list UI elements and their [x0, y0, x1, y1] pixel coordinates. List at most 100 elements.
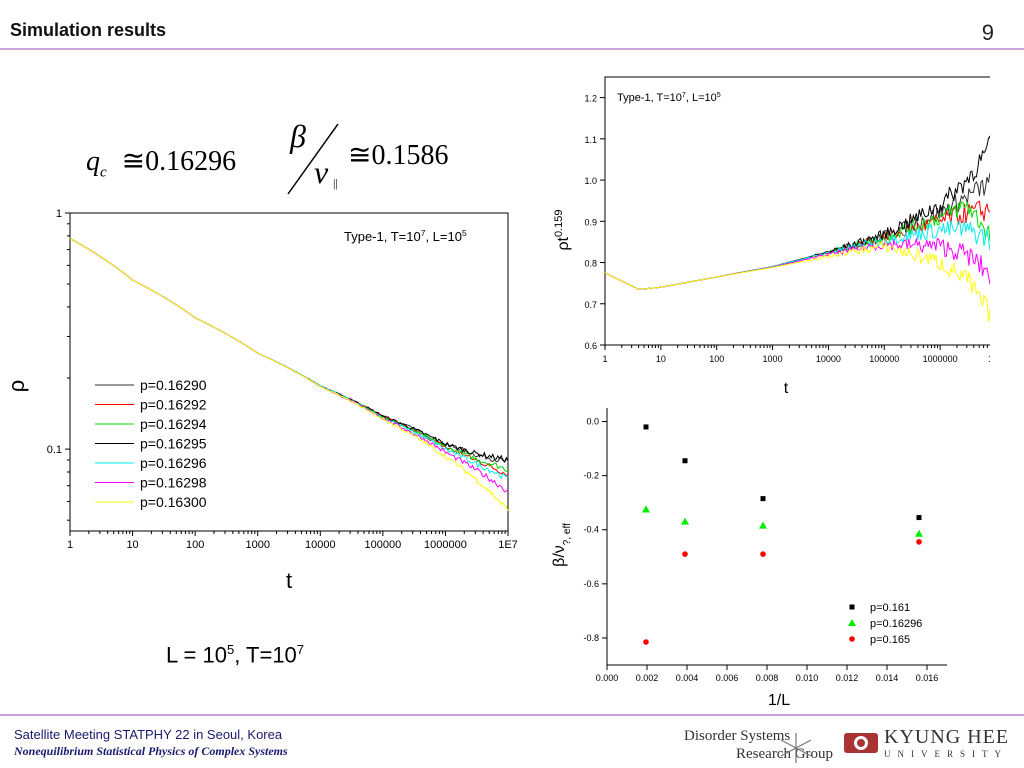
x-tick-label: 1E7 [498, 539, 518, 551]
data-point-p=0.161 [760, 496, 766, 502]
nu-subscript: || [333, 176, 338, 190]
legend-label: p=0.16296 [870, 618, 922, 630]
x-tick-label: 1 [67, 539, 73, 551]
series-line-p=0.16298 [604, 237, 990, 290]
caption-t: , T=10 [234, 642, 297, 668]
logo2-line2: UNIVERSITY [884, 749, 1008, 759]
x-tick-label: 0.016 [916, 673, 939, 683]
x-tick-label: 10 [656, 354, 666, 364]
x-tick-label: 0.000 [596, 673, 619, 683]
data-point-p=0.165 [760, 551, 766, 557]
caption-l-exp: 5 [226, 642, 235, 657]
approx-sign: ≅ [121, 146, 146, 177]
legend-label: p=0.161 [870, 602, 910, 614]
x-tick-label: 1E7 [988, 354, 990, 364]
ratio-value: ≅0.1586 [348, 138, 448, 172]
y-axis-label: β/ν?, eff [551, 523, 573, 567]
x-tick-label: 0.012 [836, 673, 859, 683]
y-tick-label: 0.8 [584, 259, 597, 269]
legend-label: p=0.165 [870, 634, 910, 646]
series-line-p=0.16294 [69, 238, 509, 472]
x-tick-label: 100 [709, 354, 724, 364]
page-number: 9 [981, 20, 994, 45]
y-tick-label: 0.7 [584, 300, 597, 310]
data-point-p=0.161 [682, 458, 688, 464]
legend-marker [849, 604, 855, 610]
legend-label: p=0.16295 [140, 436, 207, 452]
kyung-hee-university-logo: KYUNG HEE UNIVERSITY [844, 727, 1009, 761]
series-line-p=0.16295 [604, 135, 990, 290]
x-tick-label: 0.002 [636, 673, 659, 683]
university-emblem-icon [844, 733, 878, 753]
series-line-p=0.16300 [604, 240, 990, 323]
y-tick-label: 1.1 [584, 135, 597, 145]
y-tick-label: 0.1 [47, 444, 62, 456]
x-tick-label: 100000 [364, 539, 401, 551]
x-tick-label: 1000000 [923, 354, 958, 364]
qc-value: 0.16296 [145, 146, 237, 177]
beta-nu-formula: β ν || ≅0.1586 [280, 118, 480, 198]
footer-conference: Satellite Meeting STATPHY 22 in Seoul, K… [14, 727, 283, 742]
series-line-p=0.16300 [69, 238, 509, 512]
y-tick-label: 1 [56, 208, 62, 220]
x-axis-label: t [784, 380, 789, 397]
plot-frame [604, 76, 990, 346]
y-tick-label: -0.8 [583, 633, 599, 643]
beta-nu-eff-vs-inverse-l-chart: 0.000 0.002 0.004 0.006 0.008 0.010 0.012 0.014… [551, 408, 947, 709]
legend-marker [849, 636, 855, 642]
y-tick-label: -0.6 [583, 579, 599, 589]
x-tick-label: 0.014 [876, 673, 899, 683]
qc-symbol: q [86, 146, 100, 177]
beta-symbol: β [290, 118, 306, 154]
series-line-p=0.16292 [69, 238, 509, 478]
y-tick-label: 0.0 [586, 417, 599, 427]
slide-title: Simulation results [10, 20, 167, 40]
qc-subscript: c [100, 164, 107, 181]
legend-label: p=0.16296 [140, 455, 207, 471]
x-axis-label: 1/L [768, 692, 790, 709]
footer-divider [0, 714, 1024, 716]
legend-label: p=0.16292 [140, 397, 207, 413]
x-tick-label: 100 [186, 539, 204, 551]
footer-subtitle: Nonequilibrium Statistical Physics of Co… [14, 744, 288, 758]
logo1-line1: Disorder Systems [684, 728, 791, 744]
y-tick-label: 0.9 [584, 217, 597, 227]
y-tick-label: 0.6 [584, 341, 597, 351]
chart-annotation: Type-1, T=107, L=105 [617, 91, 721, 104]
y-tick-label: 1.0 [584, 176, 597, 186]
data-point-p=0.161 [643, 424, 649, 430]
x-tick-label: 1 [602, 354, 607, 364]
x-tick-label: 0.006 [716, 673, 739, 683]
data-point-p=0.161 [916, 515, 922, 521]
data-point-p=0.165 [916, 539, 922, 545]
data-point-p=0.16296 [915, 529, 923, 537]
x-tick-label: 1000 [245, 539, 269, 551]
x-tick-label: 10000 [816, 354, 841, 364]
x-tick-label: 0.010 [796, 673, 819, 683]
data-point-p=0.16296 [759, 521, 767, 529]
snowflake-icon [780, 733, 812, 763]
chart-annotation: Type-1, T=107, L=105 [344, 228, 467, 244]
legend-label: p=0.16290 [140, 377, 207, 393]
x-axis-label: t [286, 568, 292, 593]
x-tick-label: 0.008 [756, 673, 779, 683]
legend-label: p=0.16300 [140, 494, 207, 510]
disorder-systems-logo: Disorder Systems Research Group [684, 727, 833, 763]
ratio-number: 0.1586 [371, 140, 449, 171]
x-tick-label: 1000000 [424, 539, 467, 551]
rho-vs-t-loglog-chart: 1 10 100 1000 10000 100000 1000000 1E7 0.1 1 Type-… [4, 208, 518, 593]
y-tick-label: -0.2 [583, 471, 599, 481]
plot-frame [69, 212, 509, 532]
x-tick-label: 10000 [305, 539, 336, 551]
fraction-slash [287, 123, 339, 195]
data-point-p=0.165 [643, 639, 649, 645]
y-tick-label: 1.2 [584, 94, 597, 104]
qc-formula: qc ≅0.16296 [86, 144, 236, 182]
y-tick-label: -0.4 [583, 525, 599, 535]
series-line-p=0.16295 [69, 238, 509, 463]
nu-symbol: ν [314, 154, 329, 190]
series-line-p=0.16298 [69, 238, 509, 493]
x-tick-label: 0.004 [676, 673, 699, 683]
data-point-p=0.165 [682, 551, 688, 557]
y-axis-label: ρt0.159 [553, 209, 572, 250]
